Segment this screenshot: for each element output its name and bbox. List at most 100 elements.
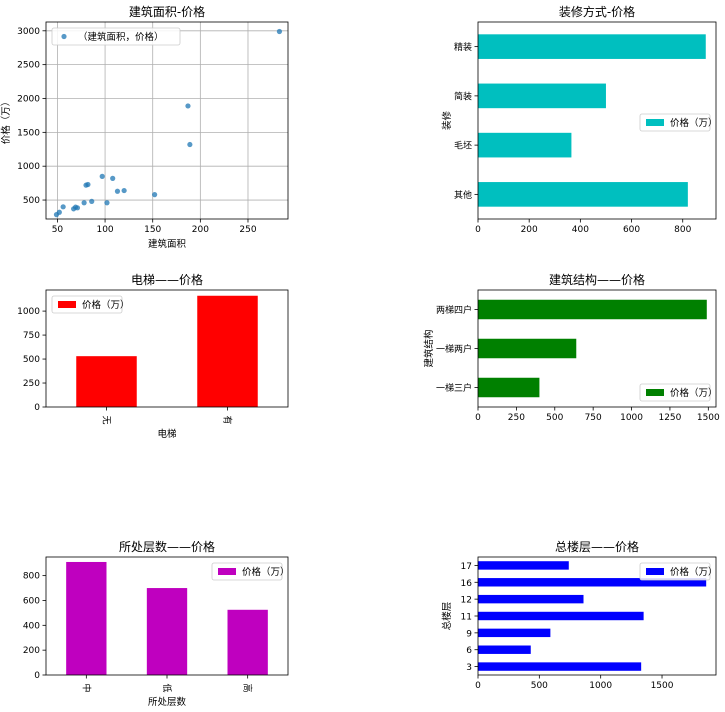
x-tick-label: 1000 xyxy=(620,413,643,423)
y-axis-label: 总楼层 xyxy=(441,602,453,631)
plot-frame xyxy=(477,21,717,220)
x-tick-label: 150 xyxy=(144,225,161,235)
y-tick-label: 9 xyxy=(466,629,472,639)
y-tick-label: 6 xyxy=(466,646,472,656)
x-tick-label: 200 xyxy=(521,225,538,235)
bar xyxy=(478,662,642,671)
data-point xyxy=(104,200,110,206)
bar xyxy=(66,561,107,675)
x-tick-label: 1250 xyxy=(658,413,681,423)
x-tick-label: 100 xyxy=(96,225,113,235)
bar xyxy=(197,295,258,407)
x-tick-label: 0 xyxy=(475,413,481,423)
y-tick-label: 一梯两户 xyxy=(436,343,472,355)
legend: 价格（万） xyxy=(639,383,718,402)
x-tick-label: 1000 xyxy=(589,681,612,691)
legend: （建筑面积，价格） xyxy=(51,27,181,46)
y-tick-label: 500 xyxy=(23,355,40,365)
data-point xyxy=(121,187,127,194)
data-point xyxy=(185,103,191,109)
x-axis-label: 建筑面积 xyxy=(148,238,187,250)
bar xyxy=(478,578,707,587)
x-axis-label: 所处层数 xyxy=(148,696,187,708)
chart-title: 总楼层——价格 xyxy=(555,539,639,554)
y-tick-label: 11 xyxy=(461,613,472,623)
x-tick-label: 800 xyxy=(674,225,691,235)
chart-title: 装修方式-价格 xyxy=(559,4,635,19)
legend-swatch xyxy=(646,389,664,396)
bar xyxy=(478,645,531,654)
y-tick-label: 800 xyxy=(23,572,40,582)
chart-title: 电梯——价格 xyxy=(131,272,203,287)
y-tick-label: 500 xyxy=(23,196,40,206)
bar xyxy=(478,594,584,604)
bar xyxy=(478,628,551,638)
data-point xyxy=(187,141,193,148)
y-tick-label: 简装 xyxy=(454,90,472,102)
data-point xyxy=(56,209,62,215)
y-tick-label: 12 xyxy=(461,596,472,606)
legend-label: 价格（万） xyxy=(670,387,718,399)
x-tick-label: 200 xyxy=(192,225,209,235)
legend-swatch xyxy=(646,119,664,126)
x-tick-label: 400 xyxy=(572,225,589,235)
y-tick-label: 一梯三户 xyxy=(436,382,472,394)
x-axis-label: 电梯 xyxy=(157,428,177,440)
x-tick-label: 750 xyxy=(585,413,602,423)
data-point xyxy=(74,205,81,211)
legend-swatch xyxy=(646,568,664,575)
x-tick-label: 1500 xyxy=(697,413,720,423)
x-tick-label: 1500 xyxy=(651,681,674,691)
y-tick-label: 17 xyxy=(461,562,472,572)
y-tick-label: 1000 xyxy=(17,162,40,172)
bar xyxy=(478,132,572,158)
data-point xyxy=(114,188,121,194)
y-tick-label: 1000 xyxy=(17,307,40,317)
legend-box xyxy=(211,562,283,581)
chart-title: 建筑结构——价格 xyxy=(549,272,645,287)
y-tick-label: 0 xyxy=(34,403,40,413)
legend-label: 价格（万） xyxy=(242,566,290,578)
plot-frame xyxy=(477,289,717,408)
x-tick-label: 250 xyxy=(508,413,525,423)
x-tick-label: 600 xyxy=(623,225,640,235)
data-point xyxy=(89,198,95,204)
y-tick-label: 精装 xyxy=(454,41,472,53)
legend-box xyxy=(639,383,711,402)
data-point xyxy=(276,28,283,35)
x-tick-label: 250 xyxy=(239,225,256,235)
legend-label: 价格（万） xyxy=(82,299,130,311)
chart-title: 建筑面积-价格 xyxy=(129,4,205,19)
legend-label: （建筑面积，价格） xyxy=(78,31,164,43)
x-tick-label: 无 xyxy=(101,415,112,424)
x-tick-label: 中 xyxy=(80,683,92,692)
bar xyxy=(478,377,540,398)
legend-box xyxy=(639,113,711,132)
data-point xyxy=(85,181,91,188)
y-tick-label: 毛坯 xyxy=(454,140,472,152)
bar xyxy=(478,83,606,109)
x-tick-label: 50 xyxy=(52,225,64,235)
x-tick-label: 低 xyxy=(161,683,173,692)
legend: 价格（万） xyxy=(211,562,290,581)
plot-frame xyxy=(45,21,289,220)
legend: 价格（万） xyxy=(639,113,718,132)
bar xyxy=(76,356,137,407)
bar xyxy=(478,338,577,359)
subplot-1: 50 100 150 200 250 500 1000 1500 2000 2500 3000 建筑面… xyxy=(0,4,289,250)
y-axis-label: 装修 xyxy=(441,111,453,131)
legend-swatch xyxy=(218,568,236,575)
bar xyxy=(478,182,688,207)
plot-frame xyxy=(45,289,289,408)
y-tick-label: 200 xyxy=(23,646,40,656)
y-tick-label: 0 xyxy=(34,671,40,681)
y-tick-label: 其他 xyxy=(454,189,472,201)
y-axis-label: 价格（万） xyxy=(0,97,12,145)
x-tick-label: 有 xyxy=(222,415,234,424)
y-tick-label: 3 xyxy=(466,663,472,673)
x-tick-label: 500 xyxy=(546,413,563,423)
